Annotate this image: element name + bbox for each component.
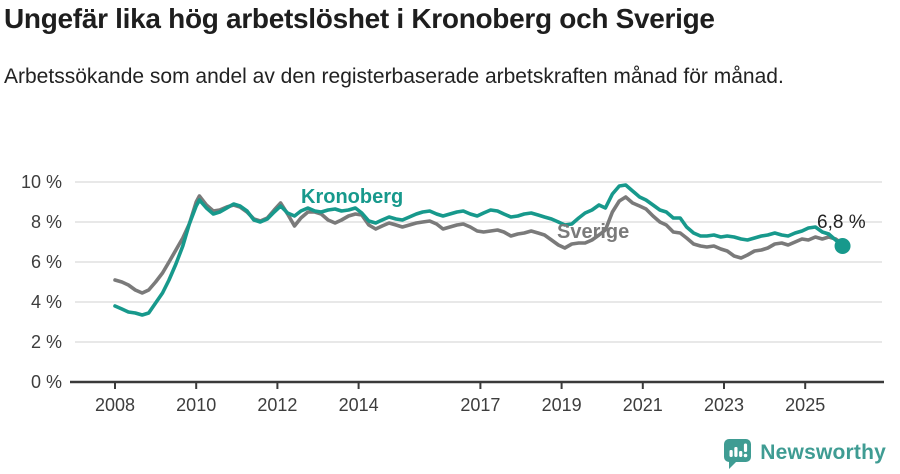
series-line-kronoberg [113, 183, 845, 317]
y-axis-tick-label: 8 % [31, 212, 62, 232]
x-axis-tick-label: 2014 [339, 395, 379, 415]
end-point-marker [834, 238, 851, 254]
x-axis-tick-label: 2017 [460, 395, 500, 415]
y-axis-tick-label: 10 % [21, 172, 62, 192]
newsworthy-logo-icon [724, 438, 752, 469]
page-title: Ungefär lika hög arbetslöshet i Kronober… [4, 3, 715, 34]
x-axis-tick-label: 2025 [785, 395, 825, 415]
x-axis-tick-label: 2023 [704, 395, 744, 415]
chart-subtitle: Arbetssökande som andel av den registerb… [4, 65, 784, 88]
series-label-sverige: Sverige [557, 221, 630, 243]
x-axis-tick-label: 2021 [623, 395, 663, 415]
y-axis-tick-label: 0 % [31, 372, 62, 392]
y-axis-tick-label: 6 % [31, 252, 62, 272]
x-axis-tick-label: 2012 [257, 395, 297, 415]
x-axis-tick-label: 2019 [542, 395, 582, 415]
x-axis-tick-label: 2010 [176, 395, 216, 415]
brand-name: Newsworthy [760, 441, 886, 464]
end-value-label: 6,8 % [817, 212, 866, 233]
y-axis-tick-label: 4 % [31, 292, 62, 312]
x-axis-tick-label: 2008 [95, 395, 135, 415]
brand-footer: Newsworthy [723, 436, 886, 470]
y-axis-tick-label: 2 % [31, 332, 62, 352]
series-label-kronoberg: Kronoberg [301, 186, 404, 208]
